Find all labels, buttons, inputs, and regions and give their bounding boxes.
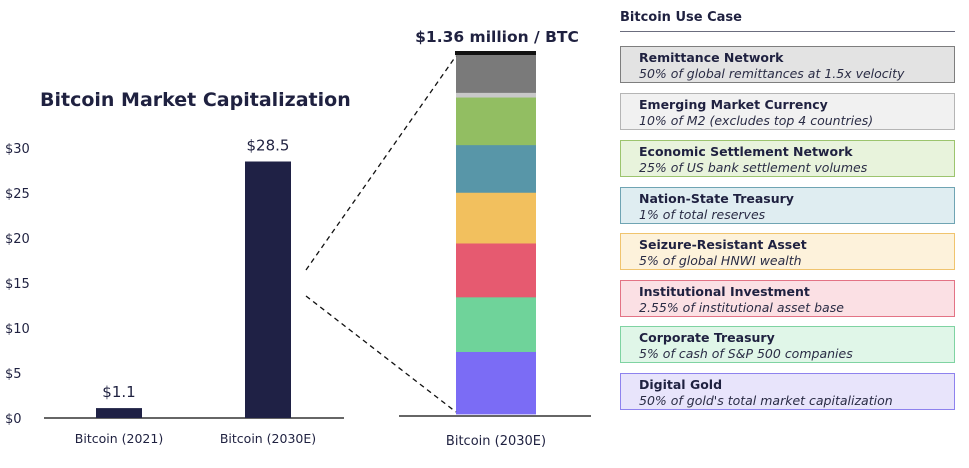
zoom-connector-top	[305, 55, 457, 271]
y-tick-label: $5	[5, 367, 22, 382]
stack-segment	[456, 351, 536, 415]
stack-segment	[456, 55, 536, 93]
legend-item-name: Institutional Investment	[639, 284, 810, 299]
stack-segment	[456, 192, 536, 244]
bar-value-label: $1.1	[102, 383, 135, 401]
legend-item-name: Emerging Market Currency	[639, 97, 828, 112]
stack-segment	[456, 296, 536, 352]
legend-item: Institutional Investment 2.55% of institu…	[620, 280, 955, 317]
stack-category-label: Bitcoin (2030E)	[446, 434, 546, 449]
legend-item: Seizure-Resistant Asset 5% of global HNWI…	[620, 233, 955, 270]
legend-item: Economic Settlement Network 25% of US ban…	[620, 140, 955, 177]
legend-item-description: 1% of total reserves	[639, 207, 766, 222]
market-cap-chart-title: Bitcoin Market Capitalization	[40, 89, 351, 111]
use-case-legend: Bitcoin Use Case Remittance Network 50% o…	[620, 0, 960, 468]
bar-value-label: $28.5	[247, 137, 290, 155]
y-tick-label: $10	[5, 322, 30, 337]
legend-item-name: Economic Settlement Network	[639, 144, 853, 159]
stack-segment	[456, 243, 536, 298]
stacked-bar	[456, 55, 536, 415]
legend-divider	[620, 31, 955, 32]
legend-item-name: Corporate Treasury	[639, 330, 775, 345]
legend-item-description: 10% of M2 (excludes top 4 countries)	[639, 113, 874, 128]
legend-item-description: 5% of cash of S&P 500 companies	[639, 346, 853, 361]
legend-item-name: Remittance Network	[639, 50, 784, 65]
legend-item-name: Digital Gold	[639, 377, 723, 392]
stack-segment	[456, 92, 536, 98]
y-tick-label: $30	[5, 142, 30, 157]
legend-item-description: 50% of gold's total market capitalizatio…	[639, 393, 893, 408]
legend-item-description: 2.55% of institutional asset base	[639, 300, 844, 315]
legend-title: Bitcoin Use Case	[620, 10, 742, 25]
legend-item: Nation-State Treasury 1% of total reserve…	[620, 187, 955, 224]
legend-item-name: Nation-State Treasury	[639, 191, 794, 206]
y-tick-label: $25	[5, 187, 30, 202]
market-cap-bars: $1.1 Bitcoin (2021) $28.5 Bitcoin (2030E)	[75, 137, 316, 447]
x-category-label: Bitcoin (2030E)	[220, 431, 316, 446]
legend-item-description: 5% of global HNWI wealth	[639, 253, 802, 268]
legend-item-description: 50% of global remittances at 1.5x veloci…	[639, 66, 905, 81]
y-tick-label: $20	[5, 232, 30, 247]
zoom-connector-bottom	[305, 295, 457, 413]
legend-item: Corporate Treasury 5% of cash of S&P 500 …	[620, 326, 955, 363]
stack-segment	[456, 97, 536, 146]
legend-item-description: 25% of US bank settlement volumes	[639, 160, 868, 175]
legend-item: Remittance Network 50% of global remittan…	[620, 46, 955, 83]
stack-segment	[456, 144, 536, 193]
bar	[96, 408, 142, 418]
y-tick-label: $0	[5, 412, 22, 427]
bar	[245, 161, 291, 418]
y-tick-label: $15	[5, 277, 30, 292]
x-category-label: Bitcoin (2021)	[75, 431, 163, 446]
price-per-btc-label: $1.36 million / BTC	[415, 28, 579, 46]
y-axis-ticks: $0 $5 $10 $15 $20 $25 $30	[5, 142, 30, 427]
legend-item: Digital Gold 50% of gold's total market c…	[620, 373, 955, 410]
legend-item: Emerging Market Currency 10% of M2 (exclu…	[620, 93, 955, 130]
legend-item-name: Seizure-Resistant Asset	[639, 237, 807, 252]
